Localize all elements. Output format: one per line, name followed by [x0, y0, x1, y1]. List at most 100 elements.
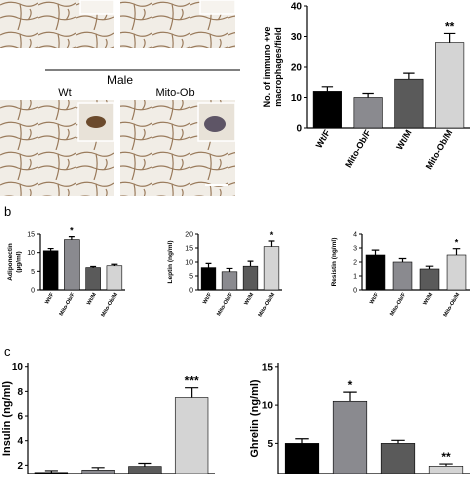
- bar: [174, 397, 209, 475]
- y-tick-label: 10: [185, 259, 193, 266]
- bar: [435, 42, 465, 129]
- y-tick-label: 15: [262, 362, 274, 373]
- y-tick-label: 20: [185, 231, 193, 238]
- y-tick-label: 15: [27, 231, 35, 238]
- error-bar: [391, 439, 405, 444]
- y-tick-label: 10: [27, 250, 35, 257]
- y-axis-label: (µg/ml): [16, 251, 23, 272]
- y-tick-label: 5: [189, 273, 193, 280]
- bar: [392, 261, 413, 291]
- significance: ***: [185, 374, 199, 388]
- chart: 0 1 2 3 4 Resistin (ng/ml) Wt/F Mito-Ob/F Wt/M Mi…: [331, 231, 470, 318]
- y-axis-label: Ghrelin (ng/ml): [249, 379, 261, 458]
- x-tick-label: Wt/M: [243, 292, 255, 307]
- chart: 0 5 10 15 20 Leptin (ng/ml) Wt/F Mito-Ob/F Wt/M M…: [167, 230, 282, 318]
- bar: [81, 469, 115, 475]
- significance: **: [445, 19, 455, 33]
- bar: [428, 466, 464, 475]
- error-bar: [68, 236, 75, 240]
- significance: *: [70, 226, 74, 236]
- bar: [284, 443, 320, 475]
- y-tick-label: 10: [291, 93, 303, 104]
- y-tick-label: 1: [353, 273, 357, 280]
- x-tick-label: Mito-Ob/F: [389, 291, 407, 317]
- chart: 0 5 10 15 Adiponectin (µg/ml) Wt/F Mito-Ob/F Wt/…: [7, 226, 125, 319]
- error-bar: [268, 240, 275, 247]
- error-bar: [443, 32, 456, 43]
- bar: [200, 267, 217, 291]
- y-tick-label: 4: [17, 436, 23, 447]
- x-tick-label: Wt/M: [422, 292, 434, 307]
- error-bar: [343, 391, 357, 402]
- significance: *: [270, 230, 274, 240]
- error-bar: [111, 263, 118, 266]
- y-tick-label: 8: [17, 387, 23, 398]
- stained-cell: [204, 116, 226, 132]
- y-tick-label: 0: [296, 124, 302, 135]
- y-tick-label: 40: [291, 2, 303, 13]
- bar: [85, 267, 101, 291]
- chart: 0 10 20 30 40 No. of immuno +ve macrophages/fi…: [262, 2, 470, 171]
- y-axis-label: No. of immuno +ve: [262, 27, 272, 108]
- bar: [263, 246, 280, 291]
- x-tick-label: Wt/M: [86, 292, 98, 307]
- stained-cell: [86, 116, 106, 128]
- x-tick-label: Wt/M: [394, 128, 413, 152]
- y-tick-label: 30: [291, 32, 303, 43]
- y-tick-label: 3: [353, 245, 357, 252]
- error-bar: [205, 262, 212, 268]
- y-tick-label: 4: [353, 231, 357, 238]
- bar: [380, 443, 416, 475]
- error-bar: [226, 267, 233, 272]
- y-tick-label: 0: [353, 287, 357, 294]
- bar: [221, 271, 238, 291]
- x-tick-label: Wt/F: [369, 291, 380, 305]
- error-bar: [295, 438, 309, 444]
- inset: [199, 0, 236, 15]
- error-bar: [452, 248, 461, 255]
- image-label: Mito-Ob: [155, 87, 194, 99]
- y-axis-label: Resistin (ng/ml): [331, 238, 338, 287]
- error-bar: [91, 467, 105, 471]
- x-tick-label: Mito-Ob/F: [59, 291, 77, 317]
- error-bar: [47, 247, 54, 251]
- y-tick-label: 0: [31, 287, 35, 294]
- y-tick-label: 2: [17, 461, 23, 472]
- y-tick-label: 15: [185, 245, 193, 252]
- y-axis-label: Insulin (ng/ml): [1, 381, 13, 456]
- y-tick-label: 10: [262, 401, 274, 412]
- x-tick-label: Mito-Ob/M: [100, 292, 119, 319]
- significance: *: [455, 238, 459, 248]
- error-bar: [138, 462, 152, 467]
- y-axis-label: Adiponectin: [7, 243, 14, 281]
- panel-label: b: [4, 204, 11, 219]
- bar: [64, 239, 80, 291]
- y-tick-label: 0: [189, 287, 193, 294]
- bar: [419, 268, 440, 291]
- micrographs: Male Wt Mito-Ob: [0, 0, 240, 196]
- y-tick-label: 2: [353, 259, 357, 266]
- error-bar: [439, 463, 453, 467]
- bar: [128, 466, 162, 475]
- x-tick-label: Mito-Ob/M: [424, 128, 455, 171]
- error-bar: [371, 249, 380, 255]
- error-bar: [44, 470, 58, 473]
- significance: *: [348, 378, 353, 392]
- significance: **: [441, 450, 451, 464]
- error-bar: [403, 72, 415, 80]
- x-tick-label: Wt/F: [202, 291, 213, 305]
- bar: [106, 265, 123, 291]
- x-tick-label: Wt/F: [314, 128, 333, 150]
- error-bar: [425, 265, 434, 269]
- error-bar: [362, 92, 374, 98]
- y-tick-label: 10: [12, 362, 24, 373]
- bar: [353, 97, 383, 129]
- bar: [394, 78, 424, 129]
- bar: [312, 91, 342, 129]
- bar: [42, 250, 59, 291]
- y-tick-label: 5: [31, 269, 35, 276]
- y-tick-label: 20: [291, 63, 303, 74]
- y-axis-label: macrophages/field: [273, 27, 283, 107]
- x-tick-label: Mito-Ob/M: [443, 292, 462, 319]
